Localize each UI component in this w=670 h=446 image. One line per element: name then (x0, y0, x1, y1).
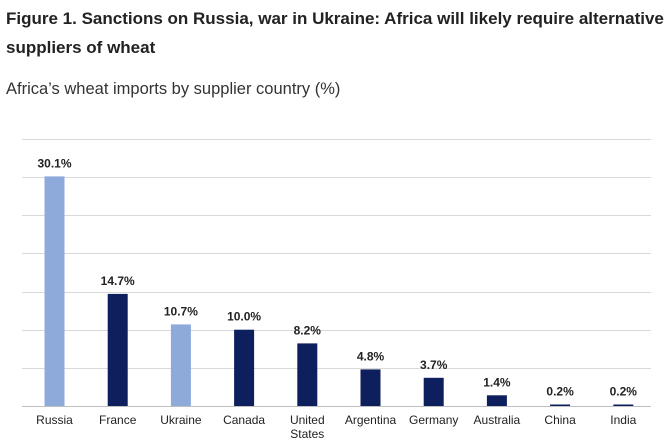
data-label: 1.4% (483, 375, 511, 389)
bar-argentina (360, 369, 381, 406)
bar-australia (486, 395, 507, 406)
x-tick-label: Canada (223, 413, 265, 427)
bar-china (550, 404, 571, 406)
bar-ukraine (170, 324, 191, 406)
bar-india (613, 404, 634, 406)
x-tick-label: Australia (474, 413, 521, 427)
data-label: 8.2% (294, 323, 322, 337)
data-label: 30.1% (37, 156, 71, 170)
data-label: 10.7% (164, 304, 198, 318)
figure-title: Figure 1. Sanctions on Russia, war in Uk… (6, 9, 664, 57)
x-tick-label: Germany (409, 413, 458, 427)
bar-germany (423, 377, 444, 406)
x-tick-label: Ukraine (160, 413, 202, 427)
bars (44, 176, 634, 406)
chart-subtitle: Africa’s wheat imports by supplier count… (6, 80, 341, 98)
data-label: 0.2% (546, 385, 574, 399)
bar-united-states (297, 343, 318, 406)
data-label: 3.7% (420, 358, 448, 372)
x-axis: Russia France Ukraine Canada United States Arg… (22, 406, 651, 441)
bar-france (107, 293, 128, 406)
x-tick-label: Russia (36, 413, 73, 427)
data-label: 14.7% (101, 274, 135, 288)
bar-canada (234, 329, 255, 406)
data-label: 4.8% (357, 349, 385, 363)
x-tick-label: Argentina (345, 413, 397, 427)
x-tick-label: China (544, 413, 576, 427)
data-labels: 30.1% 14.7% 10.7% 10.0% 8.2% 4.8% 3.7% 1.4% 0.2%… (37, 156, 637, 398)
bar-russia (44, 176, 65, 406)
x-tick-label: France (99, 413, 137, 427)
x-tick-label: India (610, 413, 636, 427)
data-label: 0.2% (610, 385, 638, 399)
data-label: 10.0% (227, 310, 261, 324)
x-tick-label: United States (290, 413, 325, 441)
